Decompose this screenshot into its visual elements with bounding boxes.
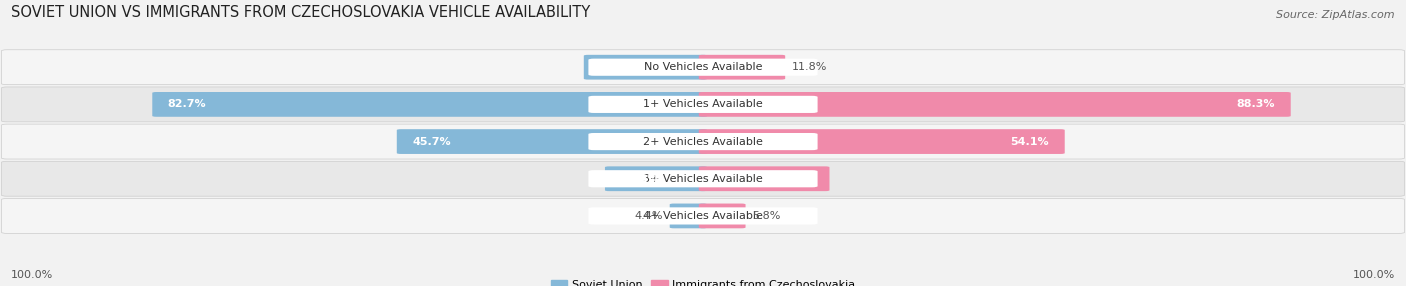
FancyBboxPatch shape bbox=[588, 96, 818, 113]
Text: 4.4%: 4.4% bbox=[634, 211, 662, 221]
Legend: Soviet Union, Immigrants from Czechoslovakia: Soviet Union, Immigrants from Czechoslov… bbox=[546, 275, 860, 286]
FancyBboxPatch shape bbox=[588, 133, 818, 150]
FancyBboxPatch shape bbox=[1, 161, 1405, 196]
FancyBboxPatch shape bbox=[699, 55, 785, 80]
Text: 4+ Vehicles Available: 4+ Vehicles Available bbox=[643, 211, 763, 221]
FancyBboxPatch shape bbox=[699, 92, 1291, 117]
Text: 1+ Vehicles Available: 1+ Vehicles Available bbox=[643, 100, 763, 109]
Text: 2+ Vehicles Available: 2+ Vehicles Available bbox=[643, 137, 763, 146]
Text: 3+ Vehicles Available: 3+ Vehicles Available bbox=[643, 174, 763, 184]
FancyBboxPatch shape bbox=[605, 166, 707, 191]
Text: 88.3%: 88.3% bbox=[1237, 100, 1275, 109]
FancyBboxPatch shape bbox=[1, 87, 1405, 122]
Text: 11.8%: 11.8% bbox=[792, 62, 828, 72]
Text: 17.4%: 17.4% bbox=[599, 62, 638, 72]
Text: 14.2%: 14.2% bbox=[620, 174, 659, 184]
FancyBboxPatch shape bbox=[669, 204, 707, 228]
Text: 100.0%: 100.0% bbox=[1353, 270, 1395, 279]
FancyBboxPatch shape bbox=[588, 59, 818, 76]
FancyBboxPatch shape bbox=[1, 50, 1405, 85]
FancyBboxPatch shape bbox=[396, 129, 707, 154]
FancyBboxPatch shape bbox=[583, 55, 707, 80]
Text: Source: ZipAtlas.com: Source: ZipAtlas.com bbox=[1277, 10, 1395, 20]
FancyBboxPatch shape bbox=[152, 92, 707, 117]
Text: 45.7%: 45.7% bbox=[412, 137, 451, 146]
FancyBboxPatch shape bbox=[1, 198, 1405, 233]
Text: 54.1%: 54.1% bbox=[1011, 137, 1049, 146]
Text: 18.5%: 18.5% bbox=[776, 174, 814, 184]
Text: 82.7%: 82.7% bbox=[167, 100, 207, 109]
FancyBboxPatch shape bbox=[699, 166, 830, 191]
FancyBboxPatch shape bbox=[1, 124, 1405, 159]
Text: 5.8%: 5.8% bbox=[752, 211, 780, 221]
Text: SOVIET UNION VS IMMIGRANTS FROM CZECHOSLOVAKIA VEHICLE AVAILABILITY: SOVIET UNION VS IMMIGRANTS FROM CZECHOSL… bbox=[11, 5, 591, 20]
FancyBboxPatch shape bbox=[699, 129, 1064, 154]
FancyBboxPatch shape bbox=[588, 170, 818, 187]
FancyBboxPatch shape bbox=[588, 207, 818, 225]
Text: No Vehicles Available: No Vehicles Available bbox=[644, 62, 762, 72]
Text: 100.0%: 100.0% bbox=[11, 270, 53, 279]
FancyBboxPatch shape bbox=[699, 204, 745, 228]
